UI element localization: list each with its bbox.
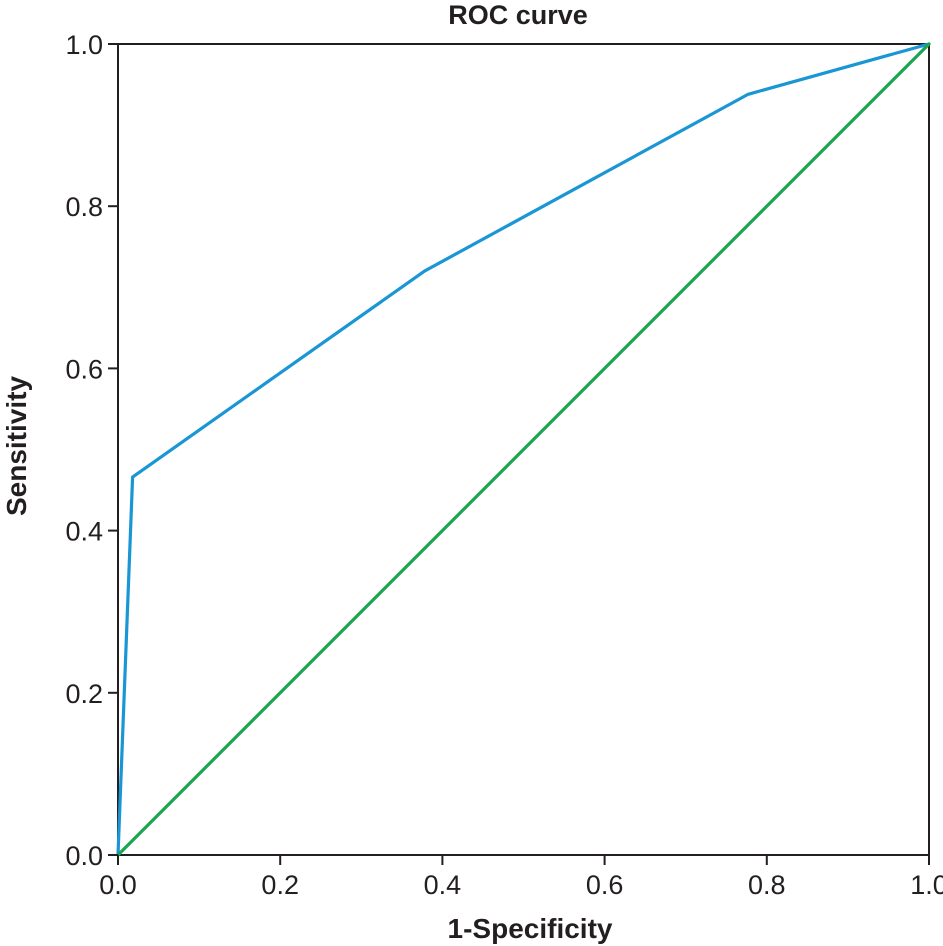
y-tick-label: 0.6 — [65, 354, 103, 384]
reference-diagonal-line — [116, 42, 931, 857]
y-tick-label: 0.4 — [65, 517, 103, 547]
y-tick-label: 1.0 — [65, 30, 103, 60]
x-tick-label: 0.8 — [748, 870, 786, 900]
plot-border — [117, 43, 930, 856]
x-tick-label: 0.0 — [99, 870, 137, 900]
y-tick-label: 0.2 — [65, 679, 103, 709]
x-tick-label: 0.6 — [586, 870, 624, 900]
roc-curve-line — [116, 42, 931, 857]
series-layer — [116, 42, 931, 857]
plot-frame — [117, 43, 930, 856]
x-tick-label: 0.4 — [424, 870, 462, 900]
y-tick-label: 0.0 — [65, 841, 103, 871]
x-tick-label: 1.0 — [910, 870, 943, 900]
y-axis-ticks: 0.0 0.2 0.4 0.6 0.8 1.0 — [65, 30, 118, 871]
chart-title: ROC curve — [448, 0, 588, 30]
y-axis-title: Sensitivity — [1, 376, 32, 516]
x-axis-title: 1-Specificity — [448, 913, 613, 944]
x-axis-ticks: 0.0 0.2 0.4 0.6 0.8 1.0 — [99, 855, 943, 900]
y-tick-label: 0.8 — [65, 192, 103, 222]
x-tick-label: 0.2 — [261, 870, 299, 900]
